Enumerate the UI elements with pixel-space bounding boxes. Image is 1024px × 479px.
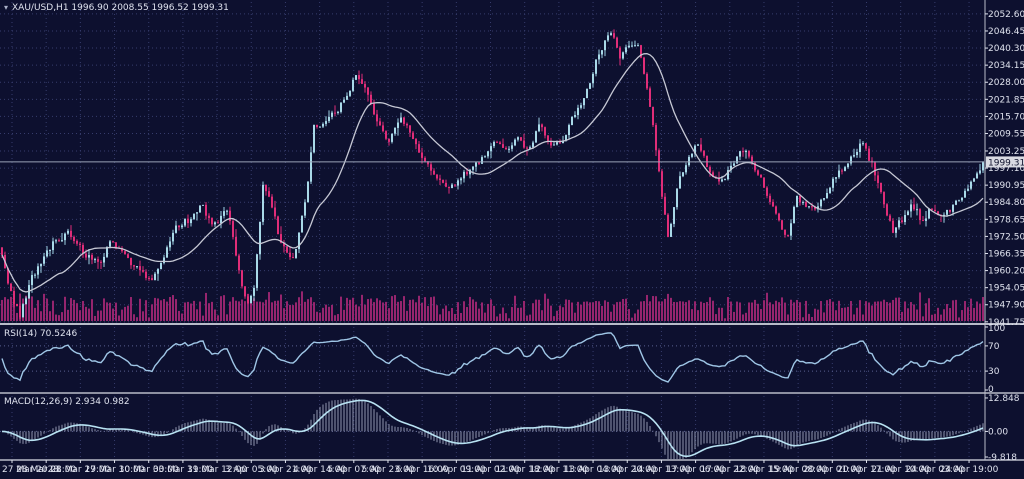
price-tick-label: 2015.70 [988, 112, 1024, 122]
macd-panel [1, 398, 984, 459]
macd-indicator-label: MACD(12,26,9) 2.934 0.982 [4, 397, 130, 407]
rsi-panel [1, 332, 984, 383]
price-scale[interactable]: 2052.60 2046.45 2040.30 2034.15 2028.00 2021.… [985, 10, 1024, 328]
time-tick-label: 21 Apr 10:00 [871, 465, 930, 475]
price-tick-label: 2040.30 [988, 44, 1024, 54]
time-tick-label: 28 Mar 01:00 [16, 465, 76, 475]
time-tick-label: 20 Apr 01:00 [803, 465, 862, 475]
time-tick-label: 5 Apr 23:00 [361, 465, 414, 475]
grid [0, 2, 984, 458]
time-tick-label: 11 Apr 18:00 [495, 465, 554, 475]
rsi-scale-label: 100 [988, 324, 1005, 334]
price-tick-label: 1960.20 [988, 267, 1024, 277]
current-price-label: 1999.31 [988, 158, 1024, 168]
price-tick-label: 1954.05 [988, 284, 1024, 294]
price-tick-label: 1966.35 [988, 249, 1024, 259]
time-tick-label: 12 Apr 11:00 [530, 465, 589, 475]
time-tick-label: 10 Apr 09:00 [427, 465, 486, 475]
time-tick-label: 19 Apr 08:00 [769, 465, 828, 475]
time-tick-label: 4 Apr 14:00 [293, 465, 346, 475]
price-tick-label: 2009.55 [988, 129, 1024, 139]
rsi-scale-label: 70 [988, 342, 1000, 352]
price-tick-label: 1972.50 [988, 232, 1024, 242]
candles [1, 29, 984, 319]
rsi-indicator-label: RSI(14) 70.5246 [4, 329, 78, 339]
time-tick-label: 31 Mar 12:00 [187, 465, 247, 475]
time-tick-label: 6 Apr 16:00 [396, 465, 449, 475]
macd-scale-label: 0.00 [988, 427, 1008, 437]
panel-separators [0, 0, 1024, 461]
current-price-box [986, 156, 1024, 168]
time-tick-label: 24 Apr 19:00 [940, 465, 999, 475]
macd-scale-label: 12.848 [988, 394, 1020, 404]
time-tick-label: 27 Mar 2023 [2, 465, 59, 475]
price-tick-label: 1978.65 [988, 215, 1024, 225]
moving-average-line [1, 53, 984, 293]
time-tick-label: 14 Apr 13:00 [632, 465, 691, 475]
time-tick-label: 17 Apr 22:00 [700, 465, 759, 475]
rsi-scale-label: 30 [988, 367, 1000, 377]
time-tick-label: 11 Apr 02:00 [461, 465, 520, 475]
price-tick-label: 1947.90 [988, 301, 1024, 311]
price-tick-label: 2052.60 [988, 10, 1024, 20]
time-tick-label: 17 Apr 06:00 [666, 465, 725, 475]
time-tick-label: 5 Apr 07:00 [327, 465, 380, 475]
price-tick-label: 2034.15 [988, 61, 1024, 71]
price-tick-label: 2028.00 [988, 78, 1024, 88]
indicator-scales: 100 70 30 012.848 0.00 -9.818 [985, 324, 1020, 463]
time-tick-label: 24 Apr 03:00 [906, 465, 965, 475]
time-tick-label: 13 Apr 20:00 [598, 465, 657, 475]
rsi-line [1, 332, 984, 383]
time-tick-label: 30 Mar 03:00 [119, 465, 179, 475]
price-tick-label: 1984.80 [988, 198, 1024, 208]
time-tick-label: 18 Apr 15:00 [735, 465, 794, 475]
macd-signal-line [1, 399, 984, 458]
time-tick-label: 29 Mar 10:00 [84, 465, 144, 475]
chart-title-bar: ▾ XAU/USD,H1 1996.90 2008.55 1996.52 199… [4, 3, 229, 13]
volume-bars [1, 291, 984, 321]
chart-title: XAU/USD,H1 1996.90 2008.55 1996.52 1999.… [12, 3, 229, 13]
time-tick-label: 28 Mar 17:00 [50, 465, 110, 475]
price-tick-label: 2046.45 [988, 27, 1024, 37]
price-tick-label: 1997.10 [988, 164, 1024, 174]
time-tick-label: 13 Apr 04:00 [564, 465, 623, 475]
price-tick-label: 1990.95 [988, 181, 1024, 191]
price-tick-label: 1941.75 [988, 318, 1024, 328]
rsi-scale-label: 0 [988, 385, 994, 395]
symbol-menu-icon[interactable]: ▾ [4, 3, 9, 12]
price-tick-label: 2021.85 [988, 95, 1024, 105]
price-tick-label: 2003.25 [988, 147, 1024, 157]
time-tick-label: 3 Apr 21:00 [259, 465, 312, 475]
time-tick-label: 20 Apr 17:00 [837, 465, 896, 475]
macd-scale-label: -9.818 [988, 453, 1017, 463]
time-tick-label: 3 Apr 05:00 [225, 465, 278, 475]
time-tick-label: 30 Mar 19:00 [153, 465, 213, 475]
